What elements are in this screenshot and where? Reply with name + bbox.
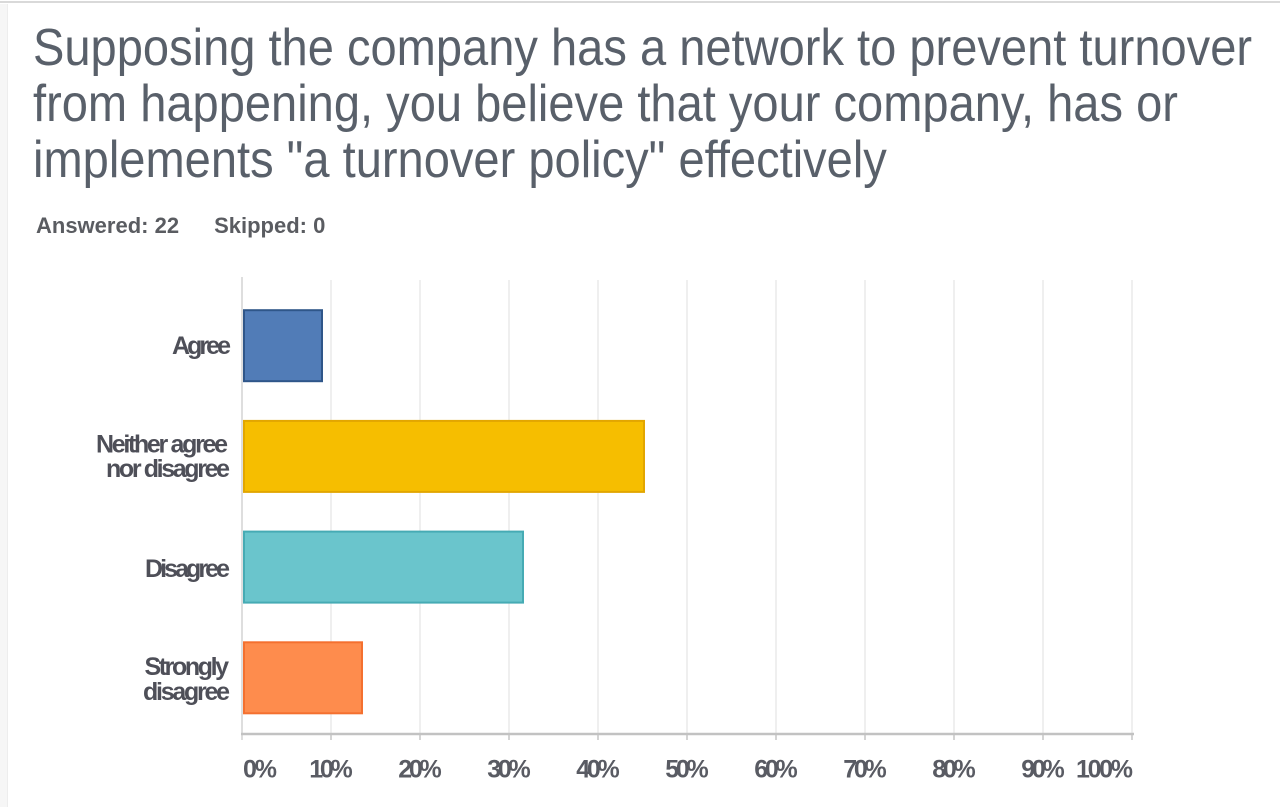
svg-text:100%: 100%: [1076, 756, 1133, 784]
svg-text:Agree: Agree: [172, 332, 231, 360]
svg-text:Strongly: Strongly: [145, 653, 230, 681]
svg-text:Disagree: Disagree: [145, 555, 230, 583]
svg-text:80%: 80%: [932, 756, 976, 784]
svg-text:0%: 0%: [243, 756, 277, 784]
svg-text:10%: 10%: [309, 756, 353, 784]
svg-text:Neither agree: Neither agree: [96, 431, 228, 459]
svg-text:20%: 20%: [398, 756, 442, 784]
svg-text:90%: 90%: [1021, 756, 1065, 784]
svg-text:30%: 30%: [487, 756, 531, 784]
svg-text:60%: 60%: [754, 756, 798, 784]
svg-text:disagree: disagree: [143, 678, 230, 706]
svg-text:50%: 50%: [665, 756, 709, 784]
svg-text:nor disagree: nor disagree: [106, 455, 230, 483]
svg-text:70%: 70%: [843, 756, 887, 784]
svg-text:40%: 40%: [576, 756, 620, 784]
